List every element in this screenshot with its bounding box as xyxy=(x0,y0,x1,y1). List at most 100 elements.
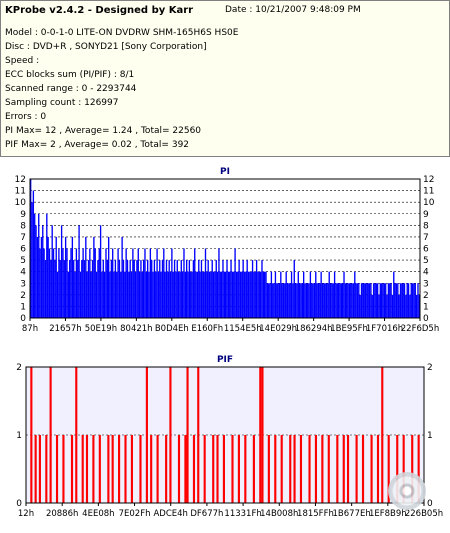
pi-bar xyxy=(155,271,157,318)
pif-x-tick-label: DF677h xyxy=(190,509,223,519)
pi-bar xyxy=(321,283,324,318)
pif-bar xyxy=(177,435,181,503)
pi-bar xyxy=(409,294,411,318)
pi-bar xyxy=(257,271,259,318)
pi-bar xyxy=(347,283,349,318)
pi-bar xyxy=(316,283,318,318)
pi-bar xyxy=(116,271,118,318)
pif-x-tick-label: 4EE08h xyxy=(82,509,114,519)
pi-bar xyxy=(309,271,312,318)
pi-bar xyxy=(303,271,305,318)
pif-bar xyxy=(156,435,159,503)
pi-bar xyxy=(270,271,273,318)
pi-bar xyxy=(230,260,232,318)
pi-bar xyxy=(288,283,290,318)
pi-bar xyxy=(181,271,184,318)
pi-bar xyxy=(128,271,130,318)
pi-bar xyxy=(354,271,356,318)
pi-bar xyxy=(325,283,328,318)
pi-bar xyxy=(367,283,369,318)
pi-summary-line: PI Max= 12 , Average= 1.24 , Total= 2256… xyxy=(5,126,202,136)
pi-bar xyxy=(405,294,407,318)
pi-x-tick-label: E160Fh xyxy=(191,324,223,334)
pif-bar xyxy=(81,435,84,503)
pif-bar xyxy=(411,435,414,503)
pif-bar xyxy=(111,435,114,503)
pi-bar xyxy=(304,283,306,318)
pi-bar xyxy=(149,248,152,318)
pi-bar xyxy=(276,283,278,318)
pi-x-tick-label: 186294h xyxy=(295,324,333,334)
pi-bar xyxy=(233,271,235,318)
pi-bar xyxy=(99,225,102,318)
pi-bar xyxy=(282,283,285,318)
pif-chart: PIF 0 0 1 1 2 2 12h 20886h 4EE08h 7E02Fh ADCE4h DF67… xyxy=(16,355,443,519)
pi-y-tick-right: 4 xyxy=(423,268,429,278)
pi-bar xyxy=(250,271,252,318)
pi-bar xyxy=(332,283,334,318)
pi-bar xyxy=(108,236,110,318)
pi-x-tick-label: 87h xyxy=(22,324,38,334)
pi-y-tick-right: 5 xyxy=(423,256,429,266)
pi-bar xyxy=(391,294,394,318)
pi-bar xyxy=(44,260,47,318)
pi-bar xyxy=(175,271,177,318)
pi-bar xyxy=(350,283,352,318)
pi-bar xyxy=(280,271,282,318)
pi-bar xyxy=(161,260,164,318)
pi-y-tick-right: 0 xyxy=(423,314,429,324)
pi-bar xyxy=(407,283,410,318)
pi-bar xyxy=(360,283,363,318)
pi-bar xyxy=(241,271,243,318)
pi-bar xyxy=(140,260,142,318)
pi-bar xyxy=(406,283,408,318)
pif-bar xyxy=(274,435,277,503)
pif-bar xyxy=(321,435,324,503)
pi-bar xyxy=(313,283,316,318)
pi-bar xyxy=(269,283,271,318)
pi-y-tick-left: 0 xyxy=(20,314,26,324)
pi-y-tick-right: 3 xyxy=(423,279,429,289)
pif-y-tick-right: 2 xyxy=(427,363,433,373)
pi-bar xyxy=(300,283,302,318)
pi-bar xyxy=(172,271,174,318)
pif-bar xyxy=(342,435,345,503)
pi-bar xyxy=(144,248,146,318)
pi-bar xyxy=(147,260,149,318)
pi-bar xyxy=(112,248,114,318)
pi-bar xyxy=(124,271,126,318)
pi-bar xyxy=(212,271,215,318)
pi-bar xyxy=(184,271,186,318)
pi-bar xyxy=(32,190,35,318)
pi-bar xyxy=(36,236,39,318)
pi-bar xyxy=(274,271,277,318)
pi-bar xyxy=(315,271,317,318)
pif-bar xyxy=(192,435,196,503)
pi-x-tick-label: 50E19h xyxy=(85,324,117,334)
pif-bar xyxy=(145,367,148,503)
pi-bar xyxy=(249,271,251,318)
pi-bar xyxy=(69,260,71,318)
pi-chart-panel: PI 0 0 1 1 2 2 3 3 4 4 5 5 6 6 7 7 8 8 9 9 10 10 11 11 12 12 87h 216… xyxy=(0,158,450,340)
pif-bar xyxy=(34,435,37,503)
pi-bar xyxy=(383,283,386,318)
pi-bar xyxy=(90,271,92,318)
pi-bar xyxy=(403,283,406,318)
pi-bar xyxy=(305,283,308,318)
pif-bar xyxy=(165,435,168,503)
pi-bar xyxy=(122,260,125,318)
pi-bar xyxy=(399,283,402,318)
pi-x-tick-label: 21657h xyxy=(49,324,81,334)
pi-bar xyxy=(167,271,169,318)
pi-bar xyxy=(188,260,191,318)
pi-bar xyxy=(71,236,74,318)
pi-bar xyxy=(246,260,248,318)
pi-bar xyxy=(203,271,205,318)
model-line: Model : 0-0-1-0 LITE-ON DVDRW SHM-165H6S… xyxy=(5,28,239,38)
pi-bar xyxy=(191,271,193,318)
pi-bar xyxy=(134,271,137,318)
pi-bar xyxy=(411,283,414,318)
pi-bar xyxy=(79,271,82,318)
pi-bar xyxy=(138,271,141,318)
